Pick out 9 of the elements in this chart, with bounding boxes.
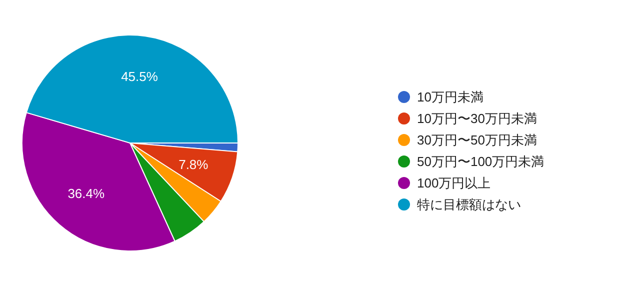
legend-label: 10万円未満	[417, 90, 484, 104]
legend-label: 50万円〜100万円未満	[417, 154, 544, 169]
legend-label: 30万円〜50万円未満	[417, 132, 537, 148]
legend-label: 特に目標額はない	[417, 197, 521, 212]
data-label: 7.8%	[178, 156, 209, 172]
legend-label: 100万円以上	[417, 176, 491, 190]
data-label: 45.5%	[121, 69, 158, 84]
data-label: 36.4%	[68, 186, 106, 202]
legend-label: 10万円〜30万円未満	[417, 111, 537, 126]
